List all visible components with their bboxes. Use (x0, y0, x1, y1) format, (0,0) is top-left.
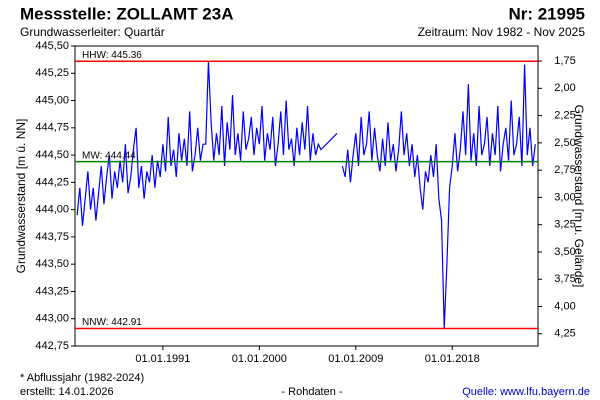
y2-tick-label: 3,50 (554, 246, 575, 258)
y-tick-label: 444,00 (35, 204, 69, 216)
y2-tick-label: 3,00 (554, 191, 575, 203)
y-tick-label: 445,00 (35, 94, 69, 106)
y-tick-label: 443,50 (35, 258, 69, 270)
y2-tick-label: 3,25 (554, 219, 575, 231)
subtitle: Grundwasserleiter: Quartär (20, 25, 165, 39)
chart-title: Messstelle: ZOLLAMT 23A (20, 4, 234, 23)
x-tick-label: 01.01.1991 (135, 353, 190, 365)
reference-label: HHW: 445.36 (82, 50, 142, 61)
plot-frame (74, 45, 539, 347)
y2-tick-label: 3,75 (554, 273, 575, 285)
created: erstellt: 14.01.2026 (20, 386, 114, 398)
y-tick-label: 444,50 (35, 149, 69, 161)
y-tick-label: 445,50 (35, 40, 69, 52)
period: Zeitraum: Nov 1982 - Nov 2025 (418, 25, 586, 39)
y-axis-label: Grundwasserstand [m ü. NN] (14, 119, 28, 274)
y2-tick-label: 2,75 (554, 164, 575, 176)
y2-tick-label: 4,25 (554, 328, 575, 340)
station-number: Nr: 21995 (508, 4, 585, 23)
reference-label: NNW: 442.91 (82, 317, 142, 328)
y-tick-label: 443,75 (35, 231, 69, 243)
x-tick-label: 01.01.2018 (425, 353, 480, 365)
y2-tick-label: 2,50 (554, 137, 575, 149)
y-tick-label: 443,25 (35, 285, 69, 297)
y2-tick-label: 2,25 (554, 110, 575, 122)
source: Quelle: www.lfu.bayern.de (462, 386, 590, 398)
series-line (76, 61, 536, 329)
y2-tick-label: 2,00 (554, 82, 575, 94)
reference-label: MW: 444.44 (82, 150, 136, 161)
y-tick-label: 442,75 (35, 340, 69, 352)
y-tick-label: 443,00 (35, 313, 69, 325)
footnote: * Abflussjahr (1982-2024) (20, 372, 144, 384)
y2-tick-label: 4,00 (554, 300, 575, 312)
y-tick-label: 444,75 (35, 122, 69, 134)
x-tick-label: 01.01.2009 (328, 353, 383, 365)
y-tick-label: 445,25 (35, 67, 69, 79)
raw-data-note: - Rohdaten - (281, 386, 342, 398)
y2-tick-label: 1,75 (554, 55, 575, 67)
y2-axis-label: Grundwasserstand [m u. Gelände] (572, 105, 586, 288)
y-tick-label: 444,25 (35, 176, 69, 188)
x-tick-label: 01.01.2000 (232, 353, 287, 365)
